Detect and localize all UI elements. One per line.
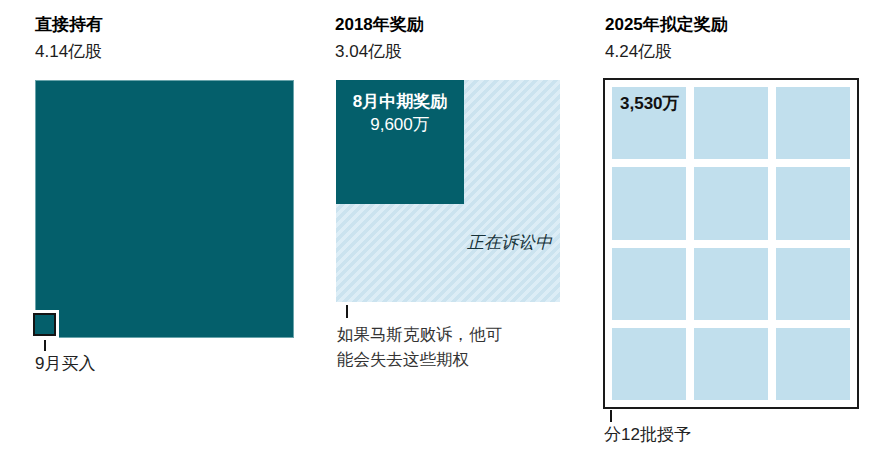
september-purchase-square — [33, 313, 56, 336]
tranche-cell-4 — [612, 167, 686, 239]
tranche-cell-5 — [694, 167, 768, 239]
august-interim-award-title: 8月中期奖励 — [336, 91, 464, 113]
tranche-cell-6 — [776, 167, 850, 239]
panel2-subtitle: 3.04亿股 — [335, 40, 402, 63]
tranche-cell-3 — [776, 87, 850, 159]
litigation-note-line1: 如果马斯克败诉，他可 — [337, 322, 502, 347]
litigation-status-label: 正在诉讼中 — [400, 231, 552, 254]
tranche-cell-9 — [776, 248, 850, 320]
tranche-cell-7 — [612, 248, 686, 320]
panel1-title: 直接持有 — [35, 13, 103, 36]
tranche-cell-10 — [612, 328, 686, 400]
tranche-cell-12 — [776, 328, 850, 400]
tranche-footnote: 分12批授予 — [604, 423, 691, 446]
panel3-subtitle: 4.24亿股 — [605, 40, 672, 63]
august-interim-award-value: 9,600万 — [336, 113, 464, 136]
tranche-cell-1: 3,530万 — [612, 87, 686, 159]
panel3-title: 2025年拟定奖励 — [605, 13, 728, 36]
panel1-subtitle: 4.14亿股 — [35, 40, 102, 63]
september-callout-tick — [44, 340, 46, 351]
litigation-note: 如果马斯克败诉，他可 能会失去这些期权 — [337, 322, 502, 372]
tranche-cell-11 — [694, 328, 768, 400]
litigation-note-line2: 能会失去这些期权 — [337, 347, 502, 372]
award-2025-tranche-box: 3,530万 — [603, 78, 859, 409]
litigation-callout-tick — [346, 305, 348, 318]
september-purchase-label: 9月买入 — [35, 352, 95, 375]
tranche-cell-8 — [694, 248, 768, 320]
august-interim-award-square: 8月中期奖励 9,600万 — [336, 80, 464, 204]
musk-tesla-shares-chart: 直接持有 4.14亿股 9月买入 2018年奖励 3.04亿股 8月中期奖励 9… — [0, 0, 870, 464]
direct-holdings-square — [35, 80, 294, 338]
tranche-value-label: 3,530万 — [612, 87, 686, 115]
tranche-callout-tick — [610, 410, 612, 422]
panel2-title: 2018年奖励 — [335, 13, 424, 36]
tranche-cell-2 — [694, 87, 768, 159]
